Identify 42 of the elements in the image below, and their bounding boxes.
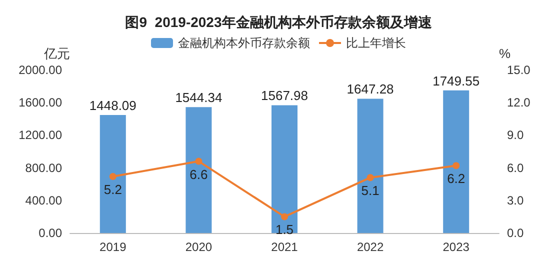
data-label: 1567.98	[261, 88, 308, 104]
y-tick-label: 400.00	[25, 193, 62, 208]
point	[195, 158, 202, 165]
x-tick-label: 2020	[185, 240, 212, 254]
y2-axis-title: %	[499, 46, 511, 61]
data-label: 6.6	[190, 166, 208, 182]
x-tick-label: 2022	[356, 240, 384, 254]
y-tick-label: 0.00	[38, 226, 62, 240]
bar	[272, 105, 298, 233]
x-tick-label: 2023	[442, 240, 470, 254]
point	[452, 162, 460, 170]
bar	[186, 107, 212, 233]
data-label: 1647.28	[346, 82, 394, 97]
y2-tick-label: 6.0	[507, 160, 524, 175]
point	[109, 172, 116, 180]
y-tick-label: 1600.00	[18, 96, 62, 110]
bar	[357, 98, 384, 233]
y-tick-label: 1200.00	[18, 128, 62, 142]
y2-tick-label: 15.0	[507, 63, 531, 77]
legend-label: 比上年增长	[346, 36, 406, 50]
bar	[443, 90, 470, 233]
data-label: 6.2	[447, 171, 466, 186]
point	[281, 213, 288, 220]
data-label: 5.1	[361, 183, 380, 198]
data-label: 1749.55	[432, 73, 480, 88]
y2-tick-label: 12.0	[507, 96, 531, 110]
data-label: 1544.34	[175, 90, 222, 106]
x-tick-label: 2021	[271, 240, 298, 254]
legend-label: 金融机构本外币存款余额	[178, 36, 310, 50]
y2-tick-label: 0.0	[507, 226, 524, 240]
point	[366, 174, 374, 182]
y-axis-title: 亿元	[43, 46, 70, 61]
bar	[100, 114, 126, 233]
data-label: 5.2	[104, 182, 122, 197]
data-label: 1.5	[275, 222, 294, 238]
y-tick-label: 800.00	[25, 160, 62, 175]
data-label: 1448.09	[89, 98, 136, 113]
x-tick-label: 2019	[100, 240, 127, 254]
y2-tick-label: 3.0	[507, 193, 524, 208]
y-tick-label: 2000.00	[18, 63, 62, 77]
chart-title: 图9 2019-2023年金融机构本外币存款余额及增速	[125, 14, 433, 30]
y2-tick-label: 9.0	[507, 128, 524, 142]
